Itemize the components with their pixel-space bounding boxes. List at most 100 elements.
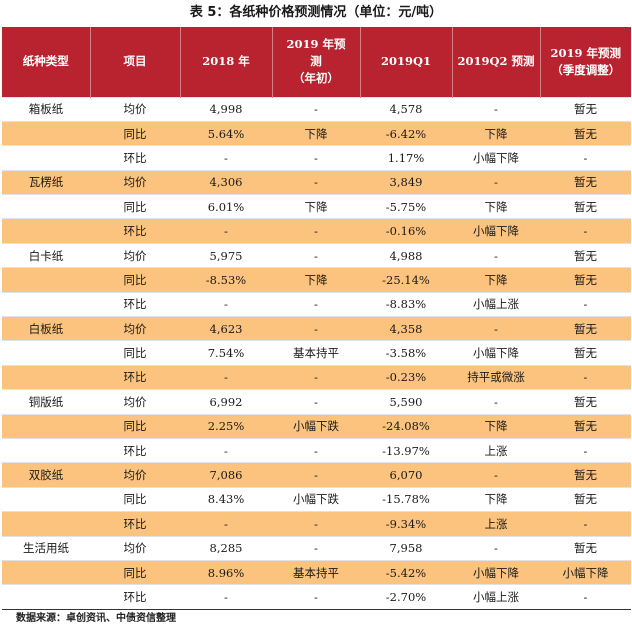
- q1-cell: -25.14%: [360, 267, 452, 293]
- item-cell: 环比: [90, 511, 180, 537]
- table-row: 环比 - - -9.34% 上涨 -: [2, 511, 631, 537]
- q2-forecast-cell: -: [452, 535, 540, 561]
- item-cell: 环比: [90, 364, 180, 390]
- item-cell: 环比: [90, 145, 180, 171]
- header-text: （季度调整）: [551, 62, 621, 77]
- forecast-early-cell: 下降: [272, 267, 360, 293]
- forecast-adjusted-cell: 暂无: [540, 486, 631, 512]
- paper-type-cell: 箱板纸: [2, 96, 90, 122]
- q1-cell: -0.16%: [360, 218, 452, 244]
- header-2019q2-forecast: 2019Q2 预测: [451, 27, 540, 97]
- forecast-early-cell: -: [272, 145, 360, 171]
- item-cell: 同比: [90, 194, 180, 219]
- forecast-adjusted-cell: 小幅下降: [540, 559, 631, 585]
- forecast-early-cell: -: [272, 316, 360, 341]
- q2-forecast-cell: -: [452, 462, 540, 488]
- q2-forecast-cell: -: [452, 242, 540, 268]
- header-item: 项目: [89, 27, 180, 97]
- item-cell: 均价: [90, 316, 180, 341]
- paper-type-cell: [2, 194, 90, 219]
- table-row: 环比 - - -0.16% 小幅下降 -: [2, 218, 631, 244]
- table-title: 表 5：各纸种价格预测情况（单位：元/吨）: [189, 5, 443, 20]
- value-2018-cell: -8.53%: [180, 267, 272, 293]
- q1-cell: -2.70%: [360, 584, 452, 610]
- q1-cell: 1.17%: [360, 145, 452, 171]
- paper-type-cell: 白卡纸: [2, 242, 90, 268]
- value-2018-cell: 7,086: [180, 462, 272, 488]
- value-2018-cell: 5.64%: [180, 120, 272, 146]
- q2-forecast-cell: 上涨: [452, 511, 540, 537]
- table-row: 同比 6.01% 下降 -5.75% 下降 暂无: [2, 194, 631, 219]
- item-cell: 同比: [90, 413, 180, 439]
- table-row: 同比 5.64% 下降 -6.42% 下降 暂无: [2, 120, 631, 146]
- forecast-early-cell: 下降: [272, 120, 360, 146]
- q2-forecast-cell: 小幅下降: [452, 145, 540, 171]
- q2-forecast-cell: 小幅上涨: [452, 584, 540, 610]
- header-2019-forecast-adjusted: 2019 年预测 （季度调整）: [539, 27, 631, 97]
- table-row: 生活用纸 均价 8,285-7,958- 暂无: [2, 535, 631, 561]
- q1-cell: 3,849: [360, 169, 452, 195]
- forecast-early-cell: -: [272, 462, 360, 488]
- header-paper-type: 纸种类型: [2, 27, 90, 97]
- forecast-adjusted-cell: -: [540, 364, 631, 390]
- paper-type-cell: [2, 486, 90, 512]
- value-2018-cell: -: [180, 511, 272, 537]
- forecast-adjusted-cell: 暂无: [540, 462, 631, 488]
- q1-cell: 5,590: [360, 389, 452, 415]
- q2-forecast-cell: 下降: [452, 194, 540, 219]
- q2-forecast-cell: 上涨: [452, 437, 540, 463]
- forecast-early-cell: 下降: [272, 194, 360, 219]
- value-2018-cell: 6,992: [180, 389, 272, 415]
- forecast-adjusted-cell: -: [540, 584, 631, 610]
- q1-cell: -5.42%: [360, 559, 452, 585]
- q2-forecast-cell: 持平或微涨: [452, 364, 540, 390]
- q1-cell: -8.83%: [360, 291, 452, 317]
- forecast-early-cell: 基本持平: [272, 559, 360, 585]
- header-text: 2019Q1: [380, 54, 432, 69]
- q1-cell: -0.23%: [360, 364, 452, 390]
- forecast-adjusted-cell: 暂无: [540, 413, 631, 439]
- q1-cell: -6.42%: [360, 120, 452, 146]
- paper-type-cell: 铜版纸: [2, 389, 90, 415]
- table-row: 同比 -8.53% 下降 -25.14% 下降 暂无: [2, 267, 631, 293]
- item-cell: 均价: [90, 389, 180, 415]
- paper-type-cell: [2, 120, 90, 146]
- item-cell: 均价: [90, 169, 180, 195]
- paper-type-cell: [2, 218, 90, 244]
- q1-cell: 4,358: [360, 316, 452, 341]
- forecast-early-cell: 基本持平: [272, 340, 360, 366]
- forecast-adjusted-cell: 暂无: [540, 96, 631, 122]
- table-row: 铜版纸 均价 6,992-5,590- 暂无: [2, 389, 631, 415]
- forecast-early-cell: -: [272, 437, 360, 463]
- item-cell: 均价: [90, 535, 180, 561]
- forecast-adjusted-cell: -: [540, 218, 631, 244]
- forecast-adjusted-cell: 暂无: [540, 242, 631, 268]
- forecast-adjusted-cell: -: [540, 145, 631, 171]
- q1-cell: -3.58%: [360, 340, 452, 366]
- header-2019-forecast-early: 2019 年预测 （年初）: [271, 27, 360, 97]
- item-cell: 均价: [90, 242, 180, 268]
- item-cell: 同比: [90, 120, 180, 146]
- value-2018-cell: 4,623: [180, 316, 272, 341]
- q1-cell: -13.97%: [360, 437, 452, 463]
- header-text: 2019 年预: [286, 37, 346, 52]
- paper-type-cell: 白板纸: [2, 316, 90, 341]
- header-text: 2019 年预测: [550, 45, 621, 60]
- paper-type-cell: [2, 559, 90, 585]
- forecast-early-cell: -: [272, 242, 360, 268]
- value-2018-cell: -: [180, 145, 272, 171]
- item-cell: 均价: [90, 462, 180, 488]
- q1-cell: -24.08%: [360, 413, 452, 439]
- table-row: 箱板纸 均价 4,998-4,578- 暂无: [2, 96, 631, 122]
- paper-type-cell: 双胶纸: [2, 462, 90, 488]
- value-2018-cell: -: [180, 584, 272, 610]
- header-row: 纸种类型 项目 2018 年 2019 年预测 （年初） 2019Q1 2019Q2 预测 2…: [2, 27, 631, 97]
- forecast-adjusted-cell: -: [540, 291, 631, 317]
- header-text: 2018 年: [202, 54, 250, 69]
- table-row: 环比 - - -13.97% 上涨 -: [2, 437, 631, 463]
- value-2018-cell: 8,285: [180, 535, 272, 561]
- paper-type-cell: [2, 511, 90, 537]
- forecast-early-cell: -: [272, 584, 360, 610]
- paper-type-cell: [2, 291, 90, 317]
- header-text: 2019Q2 预测: [457, 54, 535, 69]
